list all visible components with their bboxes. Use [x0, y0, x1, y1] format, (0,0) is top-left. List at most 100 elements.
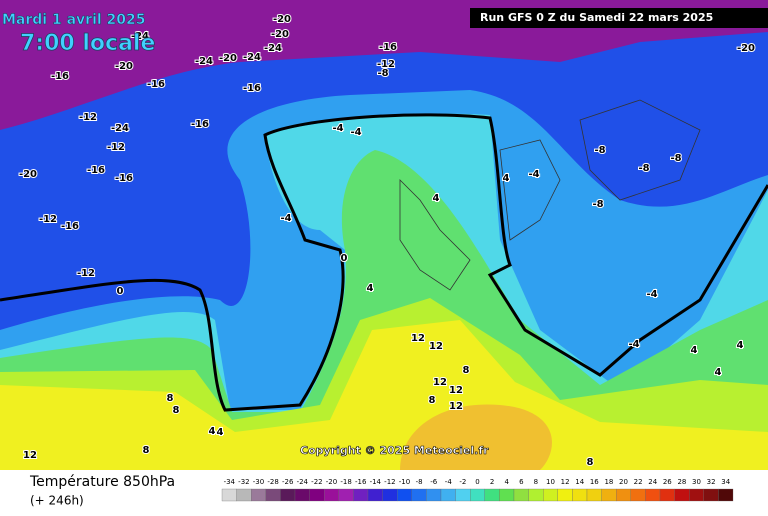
run-info: Run GFS 0 Z du Samedi 22 mars 2025 [480, 11, 713, 24]
legend-swatch [440, 488, 456, 502]
legend-swatch [455, 488, 471, 502]
legend-label: -4 [445, 478, 453, 486]
isotherm-label: 0 [117, 286, 124, 297]
isotherm-label: -4 [628, 339, 639, 350]
legend-swatch [309, 488, 325, 502]
legend-label: -10 [399, 478, 410, 486]
forecast-date: Mardi 1 avril 2025 [2, 12, 146, 28]
legend-swatch [616, 488, 631, 502]
legend-label: 30 [692, 478, 701, 486]
legend-label: -6 [430, 478, 438, 486]
legend-label: 0 [475, 478, 479, 486]
legend-label: -20 [326, 478, 337, 486]
legend-label: -16 [355, 478, 367, 486]
isotherm-label: -4 [528, 169, 539, 180]
legend-label: 22 [634, 478, 643, 486]
isotherm-label: 4 [737, 340, 744, 351]
isotherm-label: -16 [243, 83, 261, 94]
isotherm-label: -12 [77, 268, 95, 279]
legend-label: 18 [604, 478, 613, 486]
isotherm-label: 12 [23, 450, 37, 461]
legend-swatch [499, 488, 515, 502]
legend-label: 6 [519, 478, 524, 486]
isotherm-label: 4 [433, 193, 440, 204]
legend-label: -30 [253, 478, 264, 486]
coastlines [399, 99, 701, 291]
isotherm-label: 8 [587, 457, 594, 468]
legend-swatch [601, 488, 617, 502]
legend-label: -12 [384, 478, 395, 486]
legend-label: 8 [534, 478, 538, 486]
isotherm-label: 8 [429, 395, 436, 406]
legend-swatch [221, 488, 237, 502]
legend-label: -28 [267, 478, 278, 486]
isotherm-label: -16 [51, 71, 69, 82]
isotherm-label: 4 [367, 283, 374, 294]
isotherm-label: -8 [594, 145, 605, 156]
isotherm-label: -16 [115, 173, 133, 184]
forecast-time: 7:00 locale [20, 31, 155, 56]
legend-swatch [630, 488, 646, 502]
legend-label: -2 [459, 478, 466, 486]
legend-swatch [645, 488, 661, 502]
isotherm-label: -16 [191, 119, 209, 130]
zone-warmer [0, 320, 768, 470]
legend-label: -18 [340, 478, 351, 486]
zero-isotherm [0, 113, 768, 412]
legend-swatch [367, 488, 383, 502]
isotherm-label: -24 [243, 52, 261, 63]
isotherm-label: 0 [341, 253, 348, 264]
isotherm-label: 12 [411, 333, 425, 344]
isotherm-label: -20 [273, 14, 291, 25]
isotherm-label: -4 [646, 289, 657, 300]
isotherm-label: -20 [271, 29, 289, 40]
legend-swatch [382, 488, 398, 502]
isotherm-label: 12 [429, 341, 443, 352]
legend-swatch [718, 488, 734, 502]
isotherm-label: 12 [449, 385, 463, 396]
legend-label: -24 [297, 478, 309, 486]
legend-swatch [353, 488, 369, 502]
copyright: Copyright © 2025 Meteociel.fr [300, 444, 489, 457]
isotherm-label: -8 [377, 68, 388, 79]
legend-swatch [659, 488, 675, 502]
isotherm-label: -8 [638, 163, 649, 174]
isotherm-label: -8 [670, 153, 681, 164]
legend-swatch [294, 488, 310, 502]
legend-swatch [689, 488, 704, 502]
run-box [470, 8, 768, 28]
isotherm-label: 8 [173, 405, 180, 416]
zone-hot [400, 404, 552, 470]
legend-label: 16 [590, 478, 599, 486]
legend-swatch [265, 488, 281, 502]
isotherm-label: -24 [264, 43, 282, 54]
legend-swatch [280, 488, 296, 502]
legend-label: 4 [504, 478, 509, 486]
legend-swatch [557, 488, 573, 502]
legend-label: -32 [238, 478, 249, 486]
isotherm-label: 4 [691, 345, 698, 356]
isotherm-label: 4 [217, 427, 224, 438]
legend-swatch [236, 488, 252, 502]
isotherm-label: -12 [39, 214, 57, 225]
legend-swatch [411, 488, 427, 502]
isotherm-label: -24 [111, 123, 129, 134]
legend-swatch [543, 488, 558, 502]
isotherm-label: -16 [379, 42, 397, 53]
legend-swatch [572, 488, 588, 502]
isotherm-label: -20 [19, 169, 37, 180]
isotherm-label: -16 [87, 165, 105, 176]
legend-label: 28 [677, 478, 686, 486]
legend-label: 2 [490, 478, 494, 486]
isotherm-label: -4 [332, 123, 343, 134]
isotherm-label: -24 [131, 31, 149, 42]
isotherm-label: -24 [195, 56, 213, 67]
legend-swatch [586, 488, 602, 502]
legend-swatch [674, 488, 690, 502]
isotherm-label: -12 [107, 142, 125, 153]
legend-label: -34 [224, 478, 236, 486]
legend-label: -26 [282, 478, 294, 486]
isotherm-label: -4 [280, 213, 291, 224]
legend-label: 12 [561, 478, 570, 486]
